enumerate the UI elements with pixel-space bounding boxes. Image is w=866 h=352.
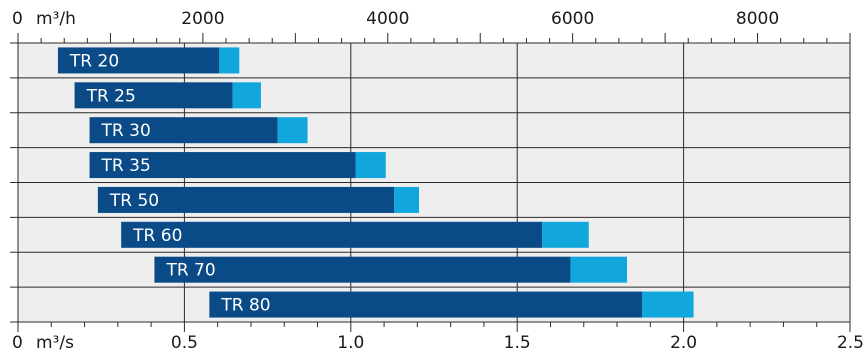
x-top-tick-label: 8000	[736, 9, 779, 29]
bar-extension	[542, 221, 589, 248]
x-bottom-tick-label: 0	[12, 333, 23, 352]
bar-primary	[209, 291, 643, 318]
bar-primary	[89, 117, 278, 144]
bar-extension	[394, 186, 420, 213]
bar-extension	[570, 256, 628, 283]
x-bottom-tick-label: 2.0	[670, 333, 697, 352]
bar-label: TR 20	[69, 51, 119, 71]
x-bottom-tick-label: 1.5	[504, 333, 531, 352]
bar-extension	[355, 152, 386, 179]
bar-label: TR 35	[101, 156, 151, 176]
x-bottom-tick-label: 2.5	[837, 333, 864, 352]
bar-label: TR 60	[132, 226, 182, 246]
bar-primary	[97, 186, 395, 213]
bar-label: TR 25	[86, 86, 136, 106]
bar-primary	[74, 82, 233, 109]
bar-primary	[57, 47, 220, 74]
bar-label: TR 80	[220, 296, 270, 316]
bar-extension	[642, 291, 694, 318]
x-top-tick-label: 6000	[551, 9, 594, 29]
bar-extension	[277, 117, 308, 144]
bar-label: TR 70	[165, 261, 215, 281]
top-unit-label: m³/h	[36, 9, 76, 29]
x-bottom-tick-label: 1.0	[337, 333, 364, 352]
x-top-tick-label: 0	[12, 9, 23, 29]
bar-extension	[232, 82, 261, 109]
bar-primary	[121, 221, 543, 248]
bar-extension	[219, 47, 240, 74]
bottom-unit-label: m³/s	[36, 333, 74, 352]
x-top-tick-label: 2000	[181, 9, 224, 29]
bar-label: TR 30	[101, 121, 151, 141]
axes: 0 0.5 1.0 1.5 2.0 2.5 0 2000 4000 6000 8000	[10, 9, 864, 352]
bar-primary	[89, 152, 356, 179]
bar-label: TR 50	[109, 191, 159, 211]
bar-primary	[154, 256, 571, 283]
x-bottom-tick-label: 0.5	[171, 333, 198, 352]
x-top-tick-label: 4000	[366, 9, 409, 29]
